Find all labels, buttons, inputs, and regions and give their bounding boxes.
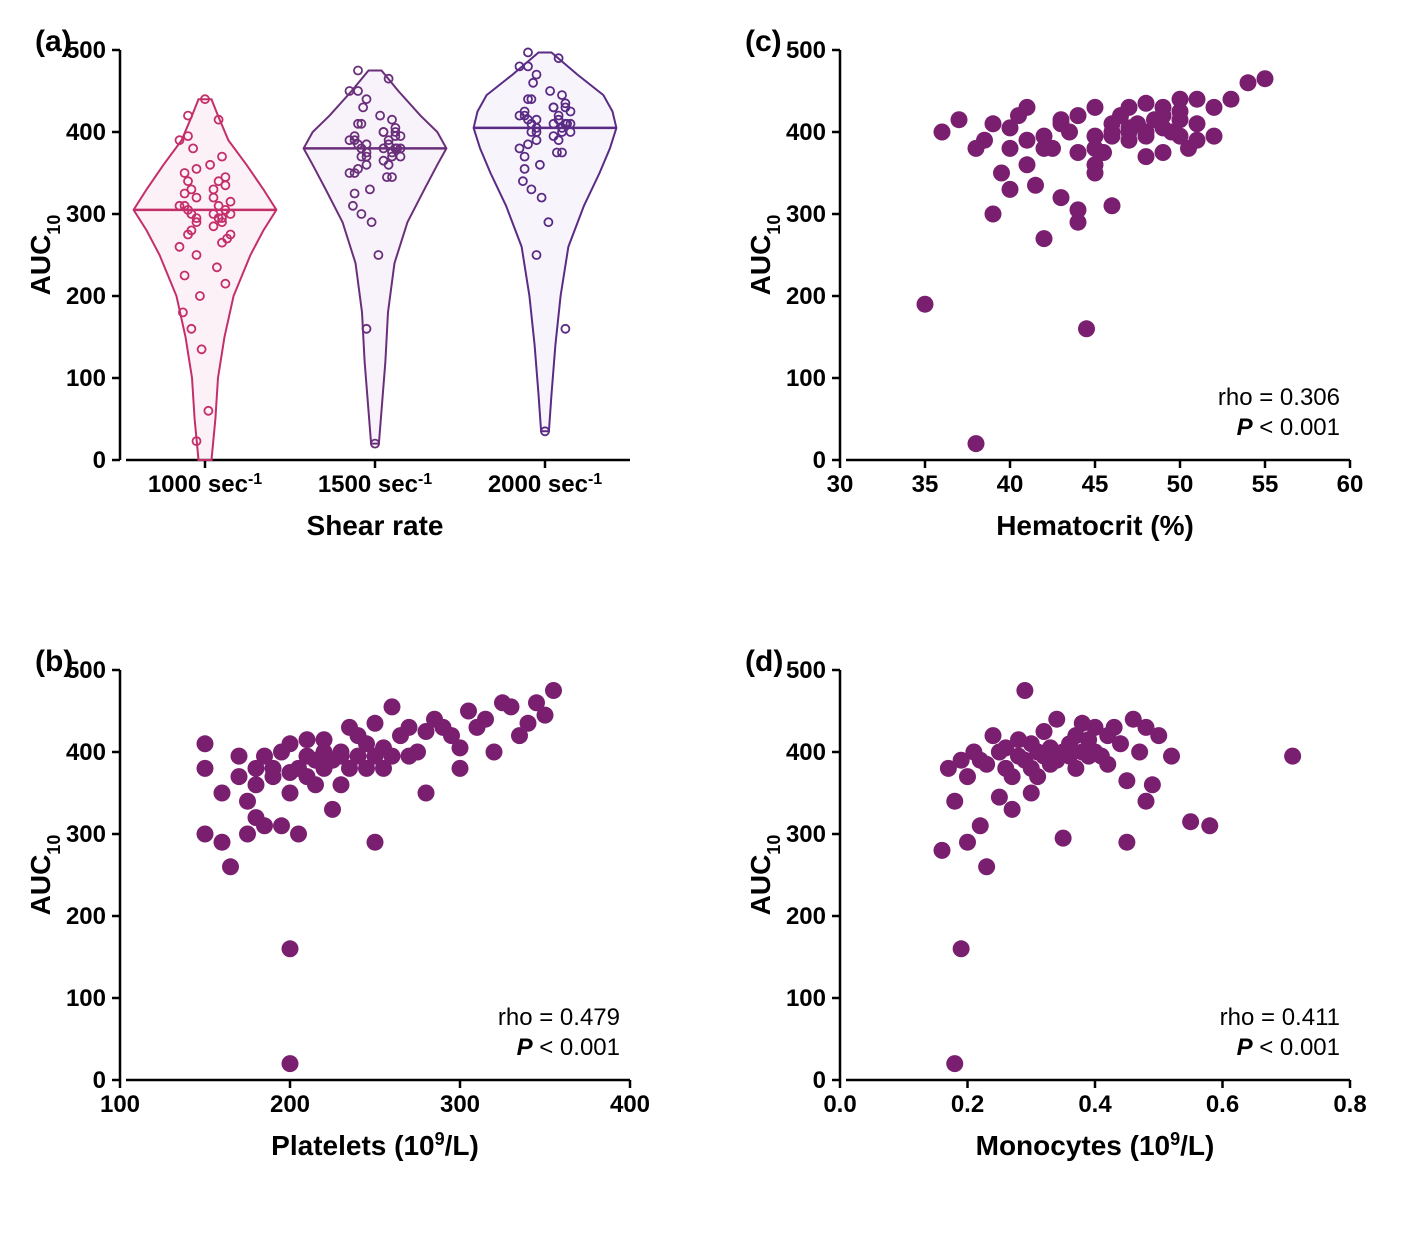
svg-text:0.6: 0.6 (1206, 1091, 1239, 1118)
svg-text:400: 400 (66, 739, 106, 766)
svg-text:500: 500 (66, 37, 106, 64)
svg-text:rho = 0.411: rho = 0.411 (1220, 1004, 1340, 1031)
svg-text:2000 sec-1: 2000 sec-1 (488, 471, 602, 499)
svg-text:0: 0 (813, 1067, 826, 1094)
svg-text:300: 300 (440, 1091, 480, 1118)
svg-text:35: 35 (912, 471, 939, 498)
panel-b-svg: 0100200300400500100200300400Platelets (1… (20, 640, 700, 1200)
svg-text:200: 200 (786, 903, 826, 930)
panel-a-svg: 0 100 200 300 400 500 1000 sec-1 1500 sec-1 2000… (20, 20, 700, 580)
svg-text:AUC10: AUC10 (25, 215, 64, 296)
svg-text:55: 55 (1252, 471, 1279, 498)
svg-text:AUC10: AUC10 (745, 835, 784, 916)
svg-text:200: 200 (270, 1091, 310, 1118)
panel-a: (a) 0 100 200 300 400 500 1000 sec-1 1500 sec-1… (20, 20, 700, 580)
panel-d-label: (d) (745, 645, 783, 679)
svg-text:400: 400 (610, 1091, 650, 1118)
panel-d: (d) 0 100 200 300 400 500 0.0 0.2 0.4 0.6 0.8 Monoc… (740, 640, 1400, 1200)
panel-c-label: (c) (745, 25, 782, 59)
svg-text:200: 200 (66, 903, 106, 930)
svg-text:AUC10: AUC10 (745, 215, 784, 296)
svg-text:30: 30 (827, 471, 854, 498)
svg-text:rho = 0.479: rho = 0.479 (498, 1004, 620, 1031)
svg-text:50: 50 (1167, 471, 1194, 498)
panel-b: (b) 0100200300400500100200300400Platelet… (20, 640, 700, 1200)
svg-text:0.4: 0.4 (1078, 1091, 1112, 1118)
svg-text:0.0: 0.0 (823, 1091, 856, 1118)
svg-text:0: 0 (93, 447, 106, 474)
svg-text:100: 100 (786, 365, 826, 392)
svg-text:400: 400 (786, 119, 826, 146)
svg-text:40: 40 (997, 471, 1024, 498)
panel-c-svg: 0 100 200 300 400 500 30 35 40 45 50 55 60 Hematocrit… (740, 20, 1400, 580)
svg-text:1000 sec-1: 1000 sec-1 (148, 471, 262, 499)
svg-text:200: 200 (786, 283, 826, 310)
svg-text:45: 45 (1082, 471, 1109, 498)
svg-text:0.8: 0.8 (1333, 1091, 1366, 1118)
svg-text:P < 0.001: P < 0.001 (517, 1034, 620, 1061)
panel-b-label: (b) (35, 645, 73, 679)
panel-a-label: (a) (35, 25, 72, 59)
svg-text:400: 400 (66, 119, 106, 146)
svg-text:500: 500 (786, 657, 826, 684)
svg-text:300: 300 (66, 201, 106, 228)
svg-text:P < 0.001: P < 0.001 (1237, 414, 1340, 441)
svg-text:AUC10: AUC10 (25, 835, 64, 916)
figure-root: (a) 01002003004005001000 sec-11500 sec-1… (20, 20, 1398, 1216)
svg-text:100: 100 (100, 1091, 140, 1118)
svg-text:200: 200 (66, 283, 106, 310)
svg-text:400: 400 (786, 739, 826, 766)
svg-text:300: 300 (786, 821, 826, 848)
svg-text:1500 sec-1: 1500 sec-1 (318, 471, 432, 499)
panel-d-svg: 0 100 200 300 400 500 0.0 0.2 0.4 0.6 0.8 Monocytes… (740, 640, 1400, 1200)
svg-text:0: 0 (813, 447, 826, 474)
svg-text:100: 100 (66, 985, 106, 1012)
svg-text:rho = 0.306: rho = 0.306 (1218, 384, 1340, 411)
svg-text:100: 100 (786, 985, 826, 1012)
svg-text:P < 0.001: P < 0.001 (1237, 1034, 1340, 1061)
panel-c: (c) 0 100 200 300 400 500 30 35 40 45 50 55 60 Hemato… (740, 20, 1400, 580)
svg-text:300: 300 (66, 821, 106, 848)
svg-text:60: 60 (1337, 471, 1364, 498)
svg-text:500: 500 (786, 37, 826, 64)
svg-text:0: 0 (93, 1067, 106, 1094)
svg-text:0.2: 0.2 (951, 1091, 984, 1118)
svg-text:Shear rate: Shear rate (307, 510, 444, 541)
svg-text:Platelets (109/L): Platelets (109/L) (271, 1129, 479, 1161)
svg-text:100: 100 (66, 365, 106, 392)
svg-text:300: 300 (786, 201, 826, 228)
svg-text:Monocytes (109/L): Monocytes (109/L) (976, 1129, 1215, 1161)
svg-text:Hematocrit (%): Hematocrit (%) (996, 510, 1194, 541)
